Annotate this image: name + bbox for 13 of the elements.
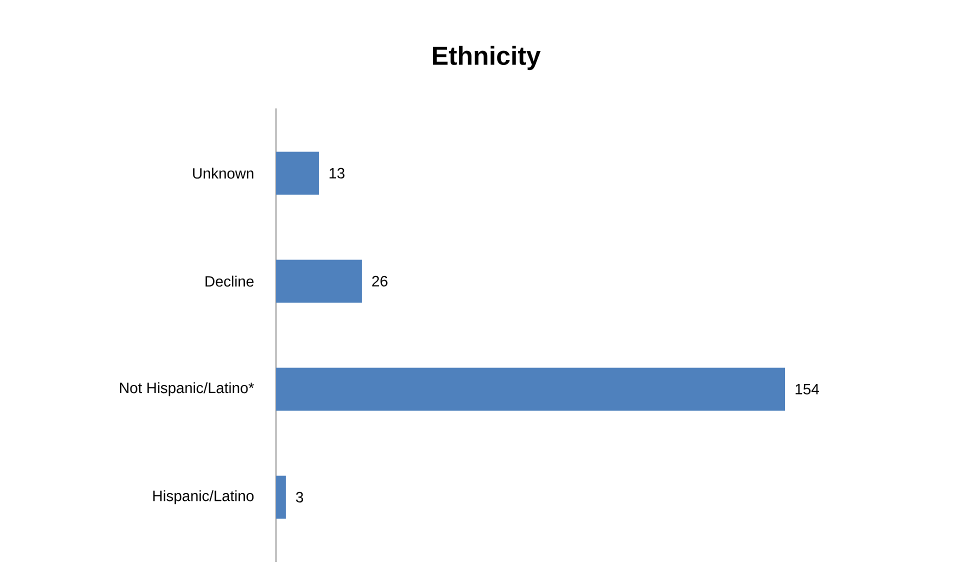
y-tick-label: Decline — [206, 276, 254, 287]
data-label: 3 — [296, 492, 304, 502]
bar — [276, 476, 286, 519]
y-tick-label: Not Hispanic/Latino* — [120, 382, 254, 396]
bar — [276, 260, 362, 303]
y-tick-label: Hispanic/Latino — [153, 490, 254, 504]
bar — [276, 152, 319, 195]
data-label: 13 — [330, 168, 344, 178]
chart-title: Ethnicity — [433, 46, 541, 70]
bar — [276, 368, 786, 411]
data-label: 26 — [372, 276, 388, 286]
data-label: 154 — [796, 384, 820, 394]
y-tick-label: Unknown — [193, 168, 254, 179]
